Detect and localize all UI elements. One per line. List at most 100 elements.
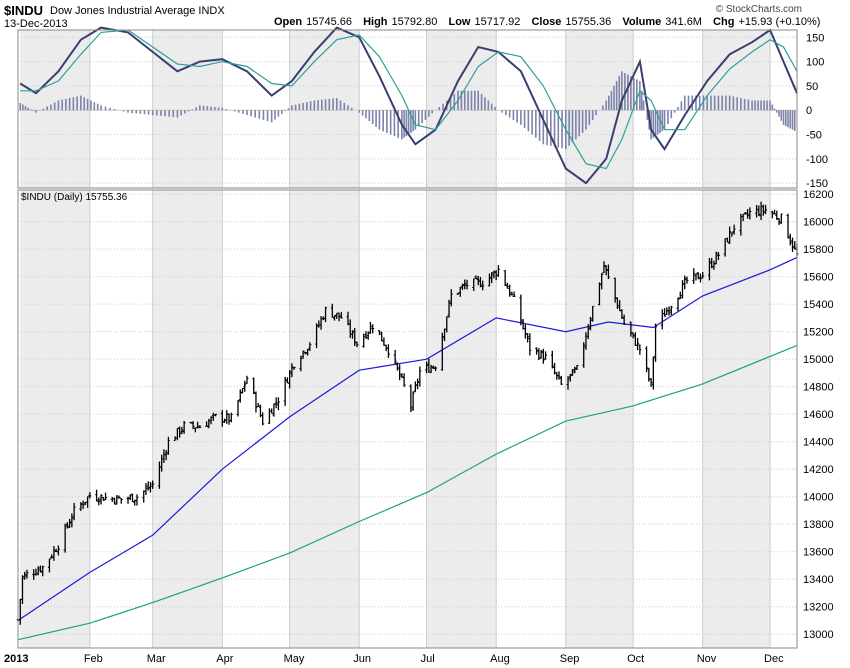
- histogram-bar: [403, 110, 405, 138]
- histogram-bar: [743, 98, 746, 111]
- histogram-bar: [109, 107, 111, 111]
- histogram-bar: [557, 110, 560, 148]
- histogram-bar: [160, 110, 162, 116]
- histogram-bar: [680, 101, 683, 111]
- price-tick-label: 13000: [803, 629, 834, 641]
- histogram-bar: [151, 110, 154, 116]
- histogram-bar: [410, 110, 412, 133]
- price-panel: [16, 201, 799, 641]
- histogram-bar: [350, 107, 353, 111]
- histogram-bar: [242, 110, 244, 114]
- month-band: [426, 190, 497, 648]
- histogram-bar: [787, 110, 789, 128]
- histogram-bar: [538, 110, 541, 142]
- x-tick-label: May: [284, 653, 305, 665]
- histogram-bar: [19, 102, 22, 111]
- histogram-bar: [568, 110, 570, 146]
- histogram-bar: [602, 105, 604, 111]
- histogram-bar: [332, 98, 334, 111]
- histogram-bar: [520, 110, 522, 125]
- histogram-bar: [100, 105, 102, 111]
- copyright[interactable]: © StockCharts.com: [715, 4, 802, 15]
- chg-value: +15.93 (+0.10%): [738, 16, 821, 28]
- histogram-bar: [449, 97, 452, 111]
- histogram-bar: [463, 90, 466, 111]
- histogram-bar: [636, 79, 638, 111]
- histogram-bar: [237, 110, 240, 113]
- x-tick-label: Nov: [697, 653, 717, 665]
- histogram-bar: [501, 110, 503, 113]
- indicator-tick-label: 100: [806, 57, 824, 69]
- chg-label: Chg: [713, 16, 735, 28]
- histogram-bar: [199, 105, 201, 111]
- histogram-bar: [306, 102, 308, 111]
- histogram-bar: [139, 110, 142, 114]
- histogram-bar: [782, 110, 785, 125]
- histogram-bar: [147, 110, 150, 115]
- histogram-bar: [725, 95, 727, 111]
- histogram-bar: [180, 110, 182, 116]
- price-tick-label: 14600: [803, 409, 834, 421]
- histogram-bar: [414, 110, 417, 130]
- open-value: 15745.66: [306, 16, 353, 28]
- histogram-bar: [187, 110, 190, 112]
- low-value: 15717.92: [474, 16, 521, 28]
- histogram-bar: [633, 77, 635, 111]
- histogram-bar: [217, 107, 220, 111]
- histogram-bar: [184, 110, 186, 114]
- histogram-bar: [661, 110, 664, 132]
- histogram-bar: [309, 101, 312, 111]
- macd-line: [19, 26, 798, 185]
- histogram-bar: [607, 95, 610, 111]
- volume-label: Volume: [622, 16, 662, 28]
- histogram-bar: [591, 110, 594, 120]
- histogram-bar: [61, 99, 63, 111]
- histogram-bar: [143, 110, 146, 115]
- histogram-bar: [424, 110, 427, 120]
- indicator-tick-label: -150: [806, 178, 828, 190]
- price-tick-label: 14400: [803, 437, 834, 449]
- histogram-bar: [42, 108, 45, 111]
- histogram-bar: [698, 95, 701, 111]
- histogram-bar: [135, 110, 138, 114]
- histogram-bar: [262, 110, 265, 120]
- histogram-bar: [550, 110, 552, 146]
- histogram-bar: [695, 95, 697, 111]
- histogram-bar: [652, 110, 655, 138]
- histogram-bar: [595, 110, 597, 116]
- histogram-bar: [702, 95, 705, 111]
- histogram-bar: [274, 110, 276, 120]
- histogram-bar: [663, 110, 666, 130]
- histogram-bar: [740, 98, 742, 111]
- histogram-bar: [474, 90, 476, 111]
- indicator-panel: [19, 26, 798, 185]
- x-tick-label: Mar: [147, 653, 166, 665]
- histogram-bar: [487, 100, 490, 111]
- histogram-bar: [214, 106, 216, 111]
- histogram-bar: [298, 103, 301, 111]
- indicator-tick-label: 50: [806, 81, 818, 93]
- indicator-tick-label: -100: [806, 154, 828, 166]
- histogram-bar: [407, 110, 410, 135]
- histogram-bar: [168, 110, 170, 117]
- histogram-bar: [657, 110, 659, 135]
- price-tick-label: 14200: [803, 464, 834, 476]
- histogram-bar: [670, 110, 673, 119]
- histogram-bar: [382, 110, 384, 132]
- histogram-bar: [417, 110, 420, 127]
- histogram-bar: [778, 110, 780, 117]
- close-value: 15755.36: [565, 16, 612, 28]
- histogram-bar: [221, 107, 224, 111]
- histogram-bar: [780, 110, 783, 121]
- histogram-bar: [35, 110, 37, 113]
- histogram-bar: [605, 100, 607, 111]
- histogram-bar: [438, 106, 441, 111]
- x-tick-label: Apr: [216, 653, 233, 665]
- histogram-bar: [613, 85, 615, 111]
- histogram-bar: [683, 95, 686, 111]
- histogram-bar: [467, 90, 469, 111]
- histogram-bar: [706, 95, 709, 111]
- histogram-bar: [732, 96, 735, 111]
- histogram-bar: [585, 110, 587, 130]
